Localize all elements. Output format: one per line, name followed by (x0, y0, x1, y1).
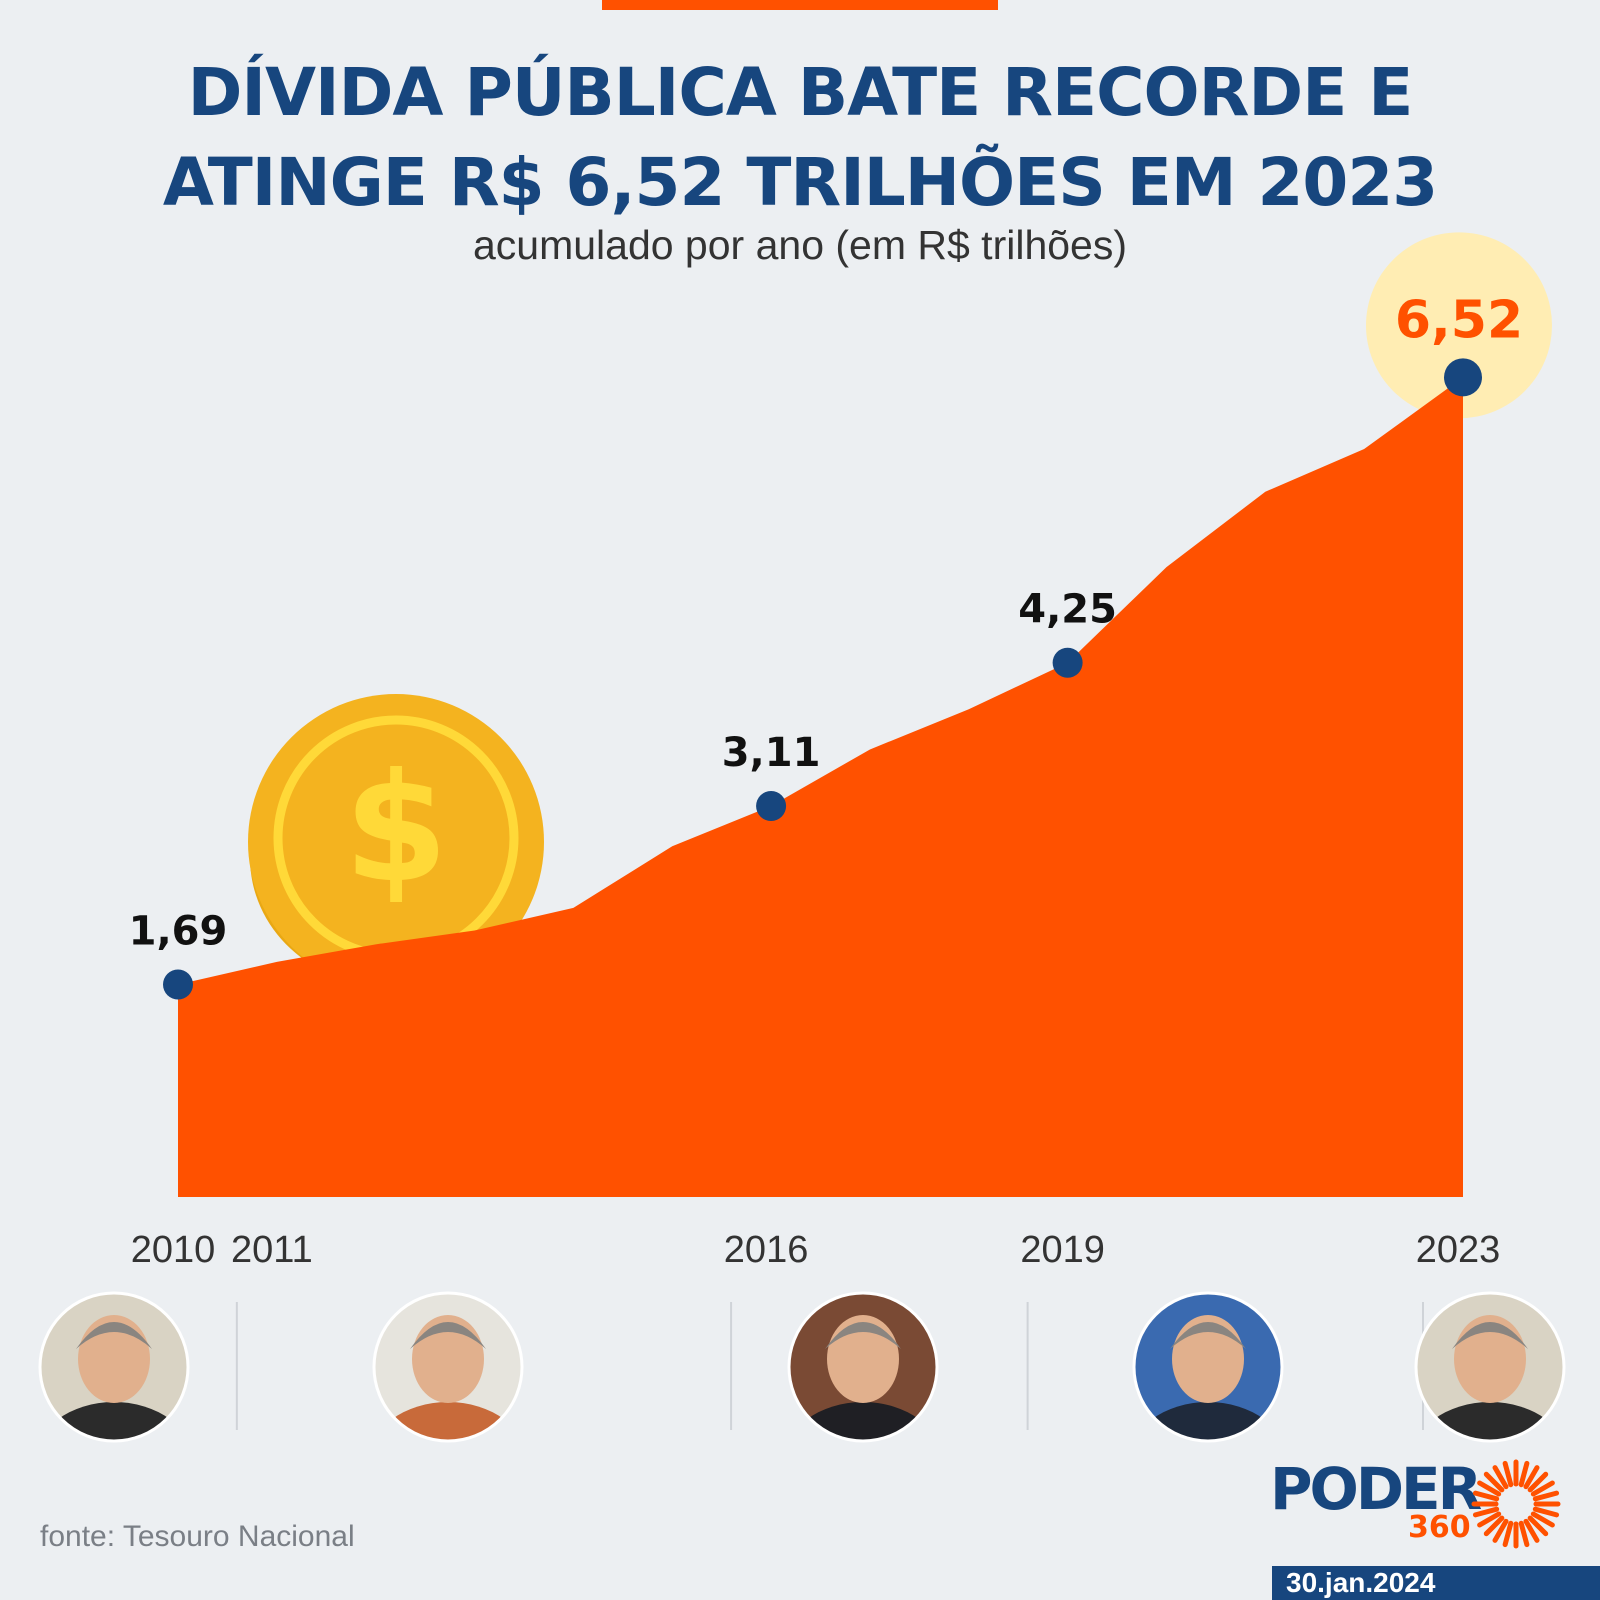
sun-ray (1477, 1511, 1502, 1528)
highlight-bubble (1366, 232, 1552, 419)
portrait-hair (1170, 1322, 1246, 1349)
sun-ray (1477, 1480, 1502, 1497)
sun-ray (1532, 1490, 1560, 1502)
lula-portrait (40, 1293, 188, 1441)
debt-area (178, 377, 1463, 1197)
x-tick-2023: 2023 (1416, 1229, 1501, 1271)
portrait-body (40, 1402, 188, 1441)
data-label-2019: 4,25 (1018, 587, 1117, 633)
sun-ray (1502, 1460, 1514, 1488)
x-tick-2011: 2011 (231, 1229, 313, 1271)
data-point-2010 (163, 969, 193, 1000)
sun-ray (1502, 1520, 1514, 1548)
portrait-hair (410, 1322, 486, 1349)
bolsonaro-portrait (1134, 1293, 1282, 1441)
portrait-face (1454, 1315, 1526, 1403)
brand-logo-number: 360 (1408, 1510, 1471, 1545)
data-point-2016 (756, 791, 787, 822)
sun-ray (1518, 1460, 1530, 1488)
sun-ray (1532, 1506, 1560, 1518)
portrait-body (789, 1402, 937, 1441)
sun-ray (1472, 1490, 1500, 1502)
portrait-ring (38, 1291, 190, 1443)
sun-ray (1530, 1511, 1555, 1528)
portrait-face (827, 1315, 899, 1403)
data-point-2019 (1052, 647, 1083, 678)
sun-ray (1483, 1515, 1505, 1537)
brand-logo-text: PODER (1270, 1455, 1482, 1523)
sun-ray (1527, 1515, 1549, 1537)
portrait-body (1134, 1402, 1282, 1441)
portrait-hair (825, 1322, 901, 1349)
sun-logo-icon (1471, 1459, 1561, 1549)
title-line-2: ATINGE R$ 6,52 TRILHÕES EM 2023 (162, 144, 1438, 221)
portrait-ring (1132, 1291, 1284, 1443)
data-label-2010: 1,69 (129, 909, 228, 955)
portrait-ring (787, 1291, 939, 1443)
portrait-face (1172, 1315, 1244, 1403)
temer-portrait (789, 1293, 937, 1441)
sun-ray (1523, 1518, 1540, 1543)
sun-ray (1472, 1506, 1500, 1518)
portrait-hair (76, 1322, 152, 1349)
dollar-sign: $ (344, 742, 448, 916)
portrait-ring (372, 1291, 524, 1443)
portrait-face (78, 1315, 150, 1403)
x-tick-2019: 2019 (1020, 1229, 1105, 1271)
portrait-ring (1414, 1291, 1566, 1443)
sun-ray (1492, 1518, 1509, 1543)
date-badge: 30.jan.2024 (1272, 1566, 1600, 1600)
sun-ray (1483, 1471, 1505, 1493)
chart-title: DÍVIDA PÚBLICA BATE RECORDE E ATINGE R$ … (0, 48, 1600, 228)
portrait-body (374, 1402, 522, 1441)
chart-subtitle: acumulado por ano (em R$ trilhões) (472, 222, 1128, 268)
sun-ray (1523, 1465, 1540, 1490)
portrait-face (412, 1315, 484, 1403)
sun-ray (1527, 1471, 1549, 1493)
dilma-portrait (374, 1293, 522, 1441)
data-label-2023: 6,52 (1395, 290, 1523, 350)
sun-ray (1518, 1520, 1530, 1548)
sun-ray (1492, 1465, 1509, 1490)
top-accent-bar (602, 0, 998, 10)
data-label-2016: 3,11 (722, 730, 821, 776)
sun-ray (1530, 1480, 1555, 1497)
x-tick-2010: 2010 (131, 1229, 216, 1271)
x-tick-2016: 2016 (724, 1229, 809, 1271)
portrait-hair (1452, 1322, 1528, 1349)
source-note: fonte: Tesouro Nacional (40, 1520, 355, 1553)
data-point-2023 (1444, 358, 1482, 397)
title-line-1: DÍVIDA PÚBLICA BATE RECORDE E (187, 54, 1414, 131)
